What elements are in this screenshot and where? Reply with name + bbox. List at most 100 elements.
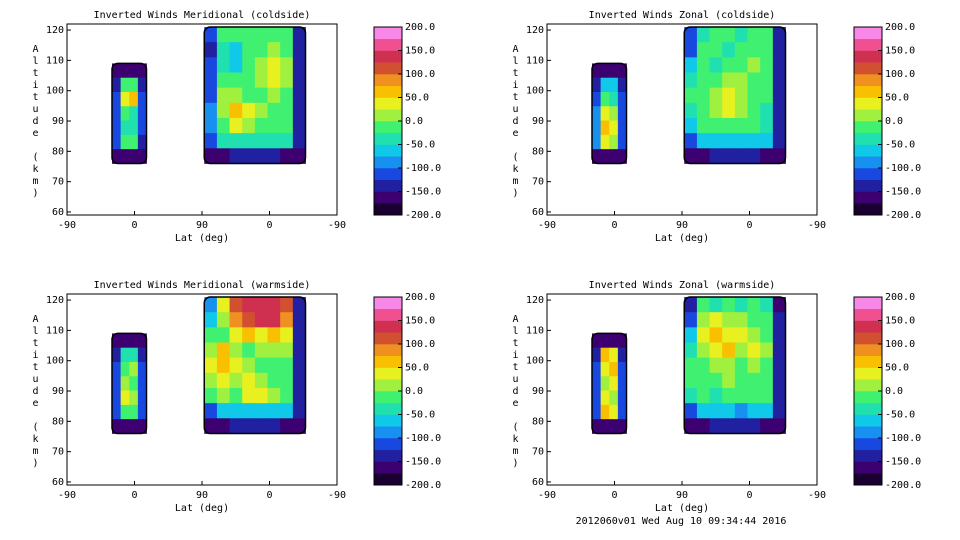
colorbar-band <box>854 402 882 415</box>
colorbar-band <box>854 308 882 321</box>
contour-cell <box>292 372 306 389</box>
colorbar-label: -150.0 <box>405 187 441 198</box>
contour-cell <box>267 27 281 43</box>
contour-cell <box>734 327 748 343</box>
colorbar-label: 150.0 <box>405 46 435 57</box>
x-tick-label: -90 <box>808 490 826 501</box>
contour-cell <box>734 57 748 73</box>
plot-title: Inverted Winds Meridional (coldside) <box>94 10 311 21</box>
contour-cell <box>229 403 243 419</box>
contour-cell <box>229 133 243 149</box>
contour-cell <box>242 403 256 419</box>
contour-cell <box>229 72 243 89</box>
contour-cell <box>734 357 748 374</box>
contour-cell <box>722 27 736 43</box>
x-tick-label: 0 <box>266 490 272 501</box>
contour-cell <box>292 357 306 374</box>
contour-cell <box>617 333 627 349</box>
plot-title: Inverted Winds Meridional (warmside) <box>94 280 311 291</box>
contour-cell <box>592 361 602 377</box>
contour-cell <box>772 148 786 164</box>
colorbar-label: -200.0 <box>885 480 921 491</box>
contour-cell <box>292 117 306 134</box>
contour-cell <box>722 312 736 328</box>
contour-cell <box>684 342 698 359</box>
contour-cell <box>747 418 761 434</box>
contour-cell <box>229 87 243 104</box>
contour-cell <box>592 134 602 150</box>
contour-cell <box>280 327 294 343</box>
contour-cell <box>280 42 294 58</box>
contour-cell <box>129 63 139 79</box>
x-axis-label: Lat (deg) <box>655 503 709 514</box>
contour-cell <box>280 403 294 419</box>
contour-cell <box>696 418 710 434</box>
contour-cell <box>696 327 710 343</box>
contour-cell <box>267 418 281 434</box>
contour-cell <box>120 361 130 377</box>
x-tick-label: -90 <box>328 220 346 231</box>
colorbar-label: -100.0 <box>405 163 441 174</box>
contour-cell <box>280 387 294 404</box>
contour-cell <box>137 390 147 406</box>
contour-cell <box>292 102 306 119</box>
colorbar-label: 100.0 <box>405 339 435 350</box>
contour-cell <box>292 327 306 343</box>
contour-cell <box>242 72 256 89</box>
contour-cell <box>747 57 761 73</box>
contour-cell <box>772 403 786 419</box>
colorbar-band <box>374 473 402 486</box>
contour-cell <box>609 404 619 420</box>
contour-cell <box>137 134 147 150</box>
contour-cell <box>204 87 218 104</box>
contour-cell <box>709 372 723 389</box>
colorbar-band <box>854 367 882 380</box>
colorbar-band <box>374 203 402 216</box>
contour-cell <box>204 117 218 134</box>
contour-cell <box>112 134 122 150</box>
contour-cell <box>267 312 281 328</box>
contour-cell <box>112 333 122 349</box>
contour-cell <box>592 63 602 79</box>
colorbar-band <box>854 426 882 439</box>
contour-cell <box>229 387 243 404</box>
colorbar-band <box>374 308 402 321</box>
contour-cell <box>709 57 723 73</box>
colorbar-band <box>854 461 882 474</box>
contour-cell <box>760 133 774 149</box>
contour-cell <box>592 106 602 121</box>
contour-cell <box>747 42 761 58</box>
contour-cell <box>684 87 698 104</box>
y-axis-label: Altitude (km) <box>30 314 41 470</box>
contour-cell <box>747 403 761 419</box>
contour-cell <box>760 102 774 119</box>
contour-cell <box>722 372 736 389</box>
contour-cell <box>600 77 610 93</box>
contour-cell <box>760 148 774 164</box>
contour-cell <box>292 148 306 164</box>
colorbar-band <box>374 367 402 380</box>
contour-cell <box>722 357 736 374</box>
contour-cell <box>734 403 748 419</box>
colorbar-label: 150.0 <box>405 316 435 327</box>
contour-cell <box>684 42 698 58</box>
contour-cell <box>242 342 256 359</box>
x-tick-label: 90 <box>676 220 688 231</box>
x-tick-label: -90 <box>58 490 76 501</box>
contour-cell <box>734 372 748 389</box>
contour-cell <box>617 361 627 377</box>
contour-cell <box>684 418 698 434</box>
contour-cell <box>137 376 147 391</box>
contour-cell <box>254 133 268 149</box>
contour-cell <box>760 418 774 434</box>
contour-cell <box>617 376 627 391</box>
contour-cell <box>229 102 243 119</box>
contour-cell <box>684 72 698 89</box>
contour-cell <box>129 361 139 377</box>
colorbar-band <box>854 156 882 169</box>
contour-cell <box>267 57 281 73</box>
contour-cell <box>709 102 723 119</box>
contour-cell <box>696 87 710 104</box>
colorbar-band <box>854 191 882 204</box>
contour-cell <box>137 347 147 363</box>
